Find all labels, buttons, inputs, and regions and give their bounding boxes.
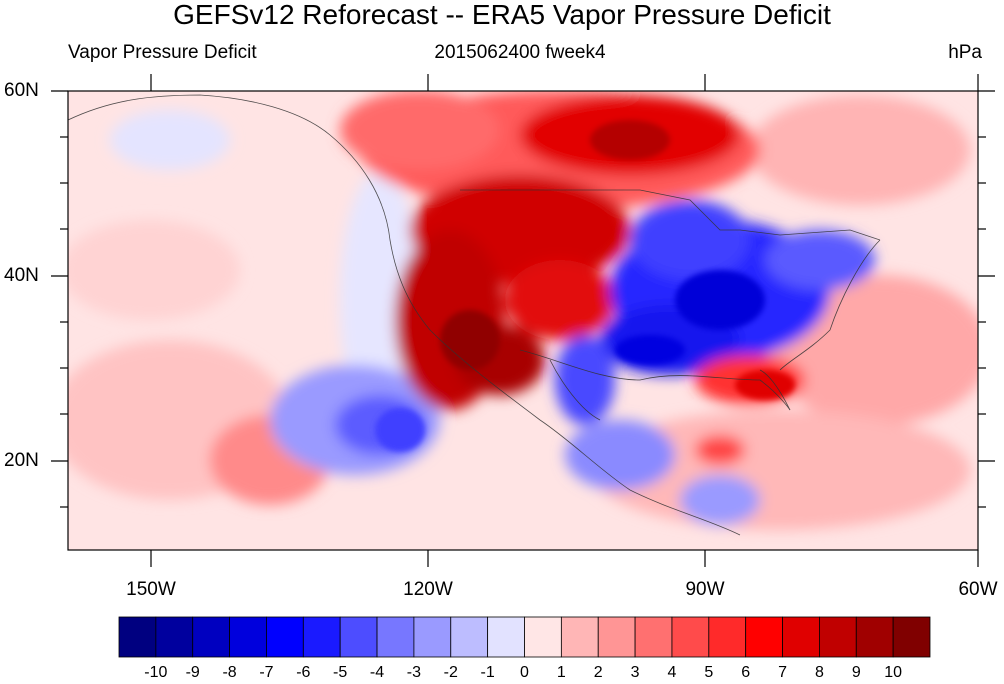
colorbar-swatch: [560, 616, 599, 658]
colorbar-swatch: [229, 616, 267, 658]
lat-label-60n: 60N: [4, 80, 39, 101]
colorbar-swatch: [266, 616, 304, 658]
colorbar-swatch: [597, 616, 636, 658]
variable-label: Vapor Pressure Deficit: [68, 42, 257, 63]
colorbar-tick-label: -10: [144, 664, 168, 681]
colorbar-swatch: [855, 616, 894, 658]
colorbar-swatch: [487, 616, 525, 658]
colorbar-swatch: [524, 616, 562, 658]
colorbar-swatch: [671, 616, 710, 658]
colorbar-tick-label: 2: [593, 664, 603, 681]
colorbar-tick-label: 6: [741, 664, 751, 681]
colorbar-tick-label: -5: [333, 664, 348, 681]
colorbar-tick-label: 1: [556, 664, 566, 681]
colorbar-swatch: [302, 616, 341, 658]
colorbar: [118, 616, 931, 658]
colorbar-swatch: [819, 616, 857, 658]
units-label: hPa: [948, 42, 982, 63]
colorbar-swatch: [745, 616, 783, 658]
colorbar-swatch: [413, 616, 452, 658]
colorbar-swatch: [339, 616, 378, 658]
colorbar-swatch: [634, 616, 673, 658]
colorbar-tick-label: -2: [443, 664, 458, 681]
colorbar-tick-label: -1: [480, 664, 495, 681]
lat-label-40n: 40N: [4, 265, 39, 286]
lon-label-120w: 120W: [403, 579, 453, 600]
coastline-lines: [68, 94, 881, 536]
forecast-label: 2015062400 fweek4: [434, 42, 606, 63]
colorbar-tick-label: -8: [222, 664, 237, 681]
colorbar-tick-label: 5: [704, 664, 714, 681]
plot-frame: [67, 90, 979, 551]
colorbar-tick-label: 9: [851, 664, 861, 681]
axis-ticks: [51, 74, 995, 567]
lon-label-90w: 90W: [685, 579, 725, 600]
colorbar-swatch: [450, 616, 489, 658]
colorbar-tick-label: 8: [814, 664, 824, 681]
colorbar-swatch: [708, 616, 747, 658]
colorbar-tick-label: 0: [520, 664, 529, 681]
colorbar-swatch: [892, 616, 931, 658]
colorbar-tick-label: -9: [185, 664, 200, 681]
colorbar-tick-label: -3: [406, 664, 422, 681]
colorbar-tick-label: -7: [259, 664, 274, 681]
colorbar-tick-label: 3: [630, 664, 640, 681]
map-title: GEFSv12 Reforecast -- ERA5 Vapor Pressur…: [173, 0, 831, 30]
colorbar-swatch: [376, 616, 415, 658]
colorbar-swatch: [782, 616, 820, 658]
colorbar-tick-label: -4: [369, 664, 385, 681]
lon-label-150w: 150W: [126, 579, 176, 600]
lat-label-20n: 20N: [4, 450, 39, 471]
colorbar-swatch: [118, 616, 157, 658]
colorbar-swatch: [192, 616, 230, 658]
anomaly-field: [68, 91, 978, 550]
colorbar-tick-label: -6: [296, 664, 311, 681]
colorbar-tick-label: 10: [884, 664, 903, 681]
colorbar-swatch: [155, 616, 194, 658]
lon-label-60w: 60W: [958, 579, 998, 600]
colorbar-tick-label: 7: [778, 664, 787, 681]
colorbar-tick-label: 4: [667, 664, 677, 681]
